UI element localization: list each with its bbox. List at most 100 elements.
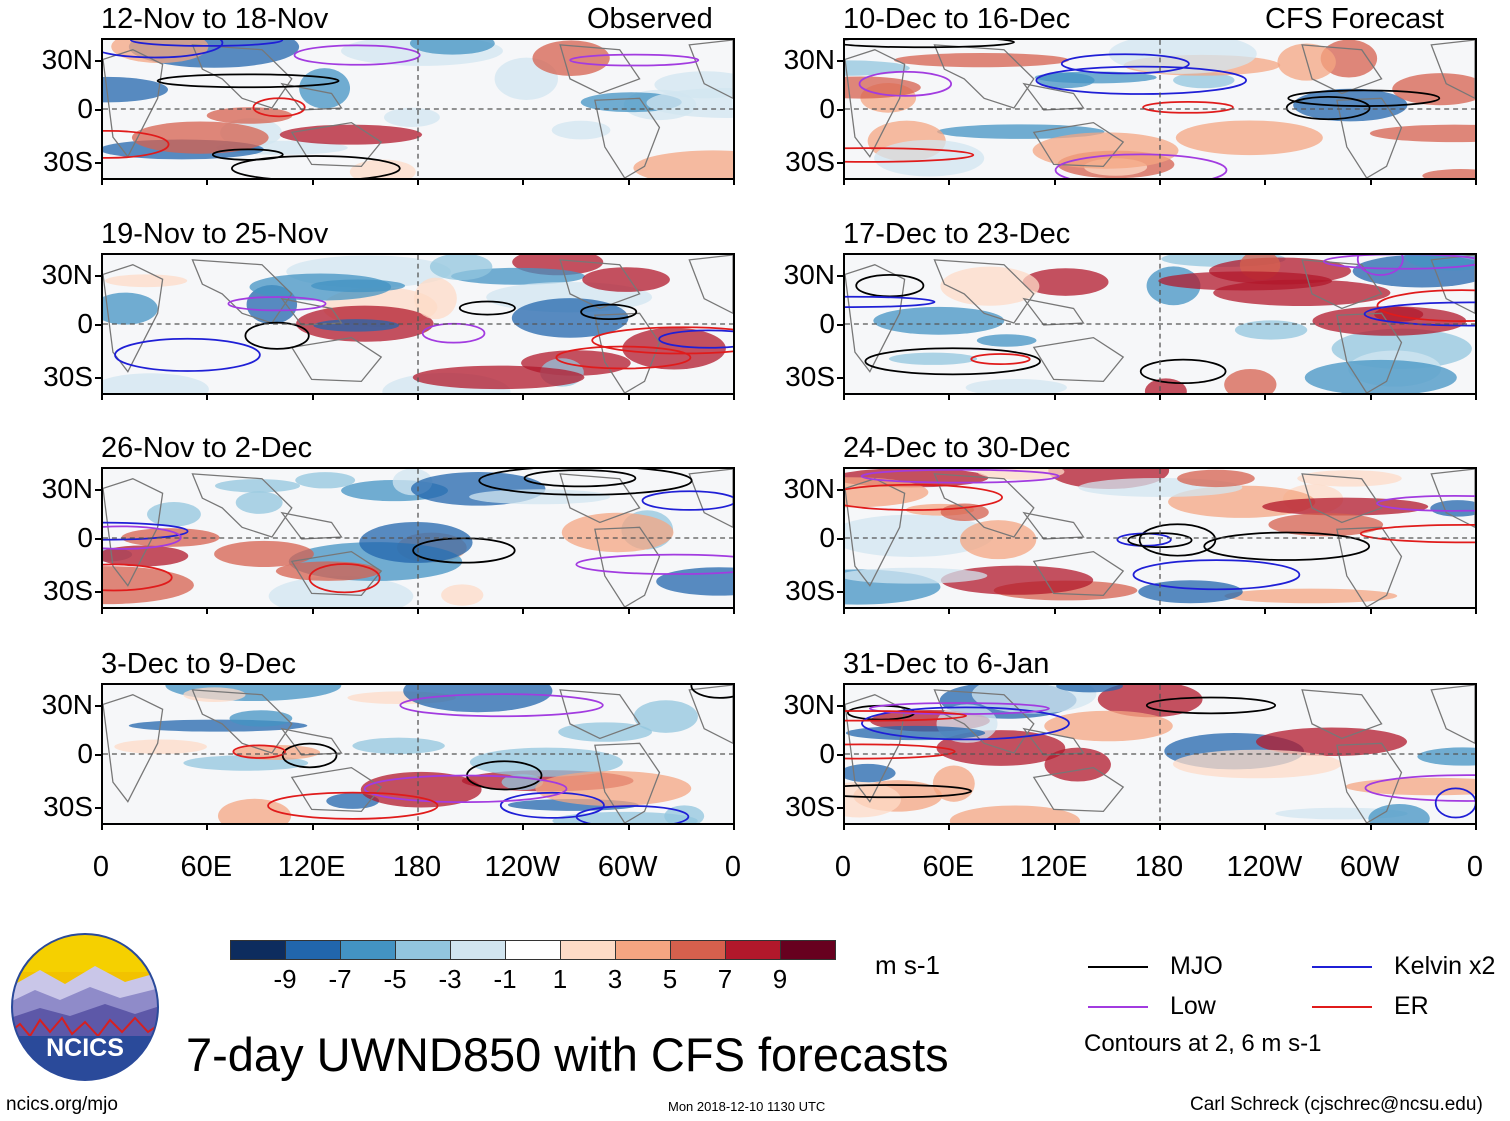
anomaly-shading bbox=[1392, 73, 1475, 106]
wave-contour bbox=[1203, 531, 1371, 561]
anomaly-shading bbox=[359, 521, 473, 563]
colorbar-swatch bbox=[340, 940, 396, 960]
wave-contour bbox=[523, 469, 637, 488]
wave-contour bbox=[569, 53, 700, 67]
wave-contour bbox=[156, 73, 340, 89]
anomaly-shading bbox=[214, 479, 301, 493]
coastline bbox=[688, 685, 733, 745]
colorbar-swatch bbox=[230, 940, 286, 960]
wave-contour bbox=[1434, 787, 1475, 819]
anomaly-shading bbox=[633, 700, 698, 733]
anomaly-shading bbox=[1224, 369, 1277, 393]
wave-contour bbox=[1054, 153, 1228, 178]
contour-note: Contours at 2, 6 m s-1 bbox=[1084, 1030, 1322, 1057]
colorbar-swatch bbox=[285, 940, 341, 960]
anomaly-shading bbox=[349, 159, 416, 178]
colorbar-swatch bbox=[780, 940, 836, 960]
wave-contour bbox=[308, 563, 381, 594]
anomaly-shading bbox=[217, 798, 292, 823]
x-tick bbox=[206, 825, 209, 830]
coastline bbox=[1032, 766, 1125, 812]
x-tick bbox=[1264, 609, 1267, 614]
x-tick bbox=[1053, 825, 1056, 830]
colorbar-label: 9 bbox=[772, 964, 788, 994]
wave-contour bbox=[970, 353, 1031, 366]
wave-contour bbox=[458, 300, 516, 316]
anomaly-shading bbox=[1144, 378, 1187, 393]
coastline bbox=[845, 49, 906, 158]
panel-title: 3-Dec to 9-Dec bbox=[101, 648, 297, 680]
y-tick-label: 30N bbox=[783, 44, 835, 75]
wave-contour bbox=[858, 70, 953, 97]
y-tick bbox=[95, 705, 101, 707]
anomaly-shading bbox=[874, 139, 985, 177]
x-tick bbox=[843, 825, 845, 830]
x-tick bbox=[1264, 395, 1267, 400]
x-tick bbox=[101, 180, 103, 185]
map-panel bbox=[843, 683, 1477, 825]
y-tick bbox=[837, 754, 843, 756]
y-tick bbox=[837, 275, 843, 277]
colorbar-label: -3 bbox=[438, 964, 462, 994]
anomaly-shading bbox=[414, 277, 457, 320]
x-tick bbox=[948, 180, 951, 185]
coastline bbox=[1336, 97, 1403, 178]
map-panel bbox=[101, 253, 735, 395]
x-tick bbox=[206, 180, 209, 185]
anomaly-shading bbox=[295, 472, 356, 489]
anomaly-shading bbox=[275, 561, 381, 581]
wave-contour bbox=[1145, 696, 1277, 715]
coastline bbox=[290, 121, 383, 167]
coastline bbox=[1032, 550, 1125, 596]
anomaly-shading bbox=[1108, 40, 1257, 74]
y-tick bbox=[837, 705, 843, 707]
wave-contour bbox=[555, 345, 692, 370]
x-tick bbox=[733, 825, 735, 830]
wave-contour bbox=[103, 563, 173, 592]
wave-contour bbox=[1364, 774, 1475, 802]
coastline bbox=[103, 694, 164, 803]
anomaly-shading bbox=[949, 805, 1081, 823]
coastline bbox=[594, 97, 661, 178]
anomaly-shading bbox=[959, 520, 1037, 560]
x-tick bbox=[311, 825, 314, 830]
coastline bbox=[1022, 82, 1085, 111]
wave-contour bbox=[1035, 65, 1247, 95]
colorbar-swatch bbox=[395, 940, 451, 960]
anomaly-shading bbox=[103, 76, 168, 103]
coastline bbox=[845, 264, 906, 373]
y-tick-label: 30S bbox=[785, 361, 835, 392]
y-tick-label: 30N bbox=[783, 473, 835, 504]
coastline bbox=[1022, 511, 1085, 540]
anomaly-shading bbox=[1234, 320, 1308, 340]
anomaly-shading bbox=[845, 763, 896, 783]
wave-contour bbox=[1132, 559, 1301, 591]
x-tick bbox=[1475, 609, 1477, 614]
y-tick bbox=[95, 591, 101, 593]
site-url[interactable]: ncics.org/mjo bbox=[6, 1094, 118, 1115]
panel-title: 12-Nov to 18-Nov bbox=[101, 3, 329, 35]
coastline bbox=[1430, 685, 1475, 745]
panel-title: 10-Dec to 16-Dec bbox=[843, 3, 1071, 35]
x-tick-label: 120E bbox=[277, 851, 346, 883]
wave-contour bbox=[1139, 358, 1227, 385]
x-tick bbox=[733, 180, 735, 185]
x-tick bbox=[1053, 180, 1056, 185]
anomaly-shading bbox=[103, 545, 189, 567]
colorbar-label: -9 bbox=[273, 964, 297, 994]
y-tick bbox=[95, 109, 101, 111]
anomaly-shading bbox=[1345, 777, 1475, 796]
y-tick-label: 30S bbox=[43, 361, 93, 392]
wave-contour bbox=[860, 706, 1070, 741]
wave-contour bbox=[103, 525, 182, 550]
map-panel bbox=[101, 683, 735, 825]
y-tick-label: 30S bbox=[785, 791, 835, 822]
author: Carl Schreck (cjschrec@ncsu.edu) bbox=[1190, 1094, 1483, 1115]
y-tick-label: 30N bbox=[41, 259, 93, 290]
wave-contour bbox=[845, 40, 1015, 49]
anomaly-shading bbox=[940, 266, 1040, 306]
y-tick bbox=[95, 754, 101, 756]
anomaly-shading bbox=[412, 365, 585, 390]
logo-text: NCICS bbox=[46, 1034, 124, 1062]
x-tick bbox=[101, 609, 103, 614]
